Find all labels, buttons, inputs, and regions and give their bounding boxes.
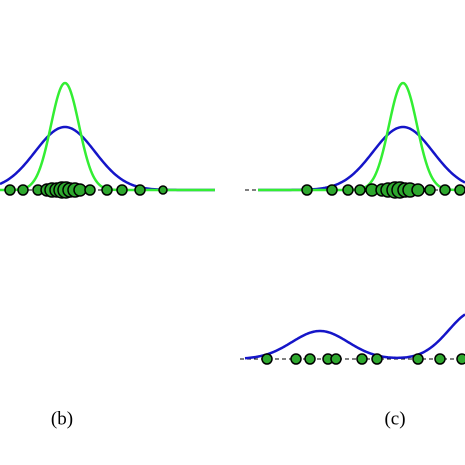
curve bbox=[258, 81, 465, 192]
plots bbox=[0, 81, 465, 365]
point bbox=[371, 353, 383, 365]
panel-label: (b) bbox=[51, 408, 73, 429]
curve bbox=[0, 81, 215, 192]
point bbox=[356, 353, 368, 365]
curve bbox=[0, 125, 215, 192]
point bbox=[73, 183, 87, 197]
point bbox=[101, 184, 113, 196]
point bbox=[326, 184, 338, 196]
point bbox=[158, 185, 168, 195]
point bbox=[116, 184, 128, 196]
point bbox=[411, 183, 425, 197]
point bbox=[439, 184, 451, 196]
point bbox=[84, 184, 96, 196]
point bbox=[4, 184, 16, 196]
point bbox=[434, 353, 446, 365]
curve bbox=[244, 313, 465, 360]
point bbox=[301, 184, 313, 196]
point bbox=[261, 353, 273, 365]
point bbox=[354, 184, 366, 196]
point bbox=[134, 184, 146, 196]
point bbox=[342, 184, 354, 196]
point bbox=[17, 184, 29, 196]
point bbox=[456, 353, 465, 365]
point bbox=[290, 353, 302, 365]
point bbox=[412, 353, 424, 365]
point bbox=[454, 184, 465, 196]
panel-label: (c) bbox=[384, 408, 405, 429]
point bbox=[304, 353, 316, 365]
point bbox=[424, 184, 436, 196]
point bbox=[330, 353, 342, 365]
